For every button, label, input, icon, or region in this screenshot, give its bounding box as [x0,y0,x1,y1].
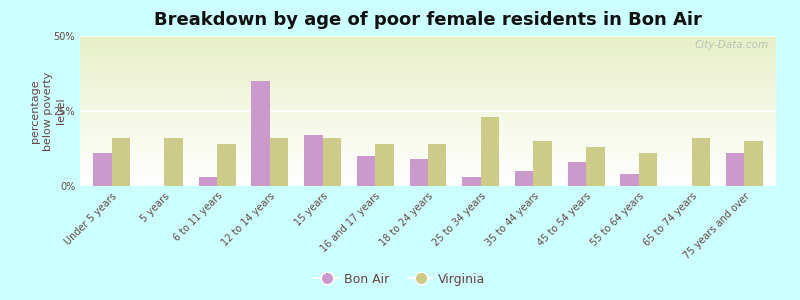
Text: City-Data.com: City-Data.com [695,40,769,50]
Bar [217,144,235,186]
Bar [621,174,639,186]
Title: Breakdown by age of poor female residents in Bon Air: Breakdown by age of poor female resident… [154,11,702,29]
Bar [462,177,481,186]
Bar [251,81,270,186]
Bar [164,138,183,186]
Bar [270,138,288,186]
Bar [410,159,428,186]
Bar [322,138,341,186]
Bar [93,153,112,186]
Bar [428,144,446,186]
Bar [639,153,658,186]
Legend: Bon Air, Virginia: Bon Air, Virginia [310,268,490,291]
Bar [198,177,217,186]
Bar [726,153,744,186]
Bar [692,138,710,186]
Bar [112,138,130,186]
Bar [744,141,763,186]
Bar [515,171,534,186]
Bar [586,147,605,186]
Y-axis label: percentage
below poverty
level: percentage below poverty level [30,71,66,151]
Bar [375,144,394,186]
Bar [357,156,375,186]
Bar [481,117,499,186]
Bar [304,135,322,186]
Bar [534,141,552,186]
Bar [568,162,586,186]
